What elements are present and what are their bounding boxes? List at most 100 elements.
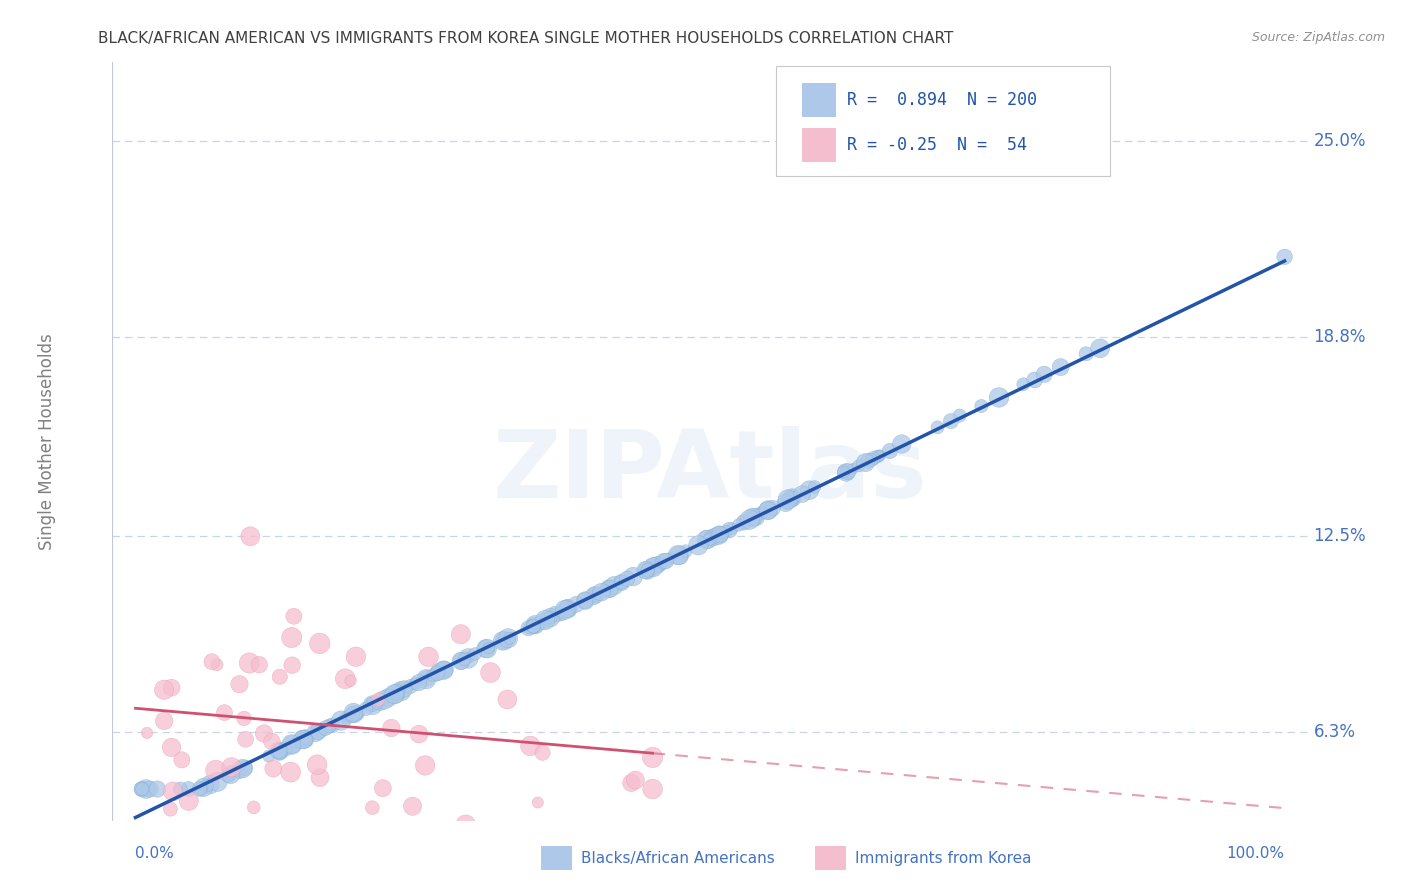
Point [610, 575, 633, 590]
Point [696, 533, 718, 547]
Point [260, 734, 283, 748]
Point [799, 483, 821, 498]
Point [775, 496, 797, 510]
Point [591, 585, 613, 599]
Point [1088, 342, 1111, 356]
Point [305, 725, 328, 739]
Point [837, 465, 859, 479]
Point [855, 456, 877, 470]
Point [253, 726, 276, 740]
Text: 100.0%: 100.0% [1226, 846, 1285, 861]
Point [565, 598, 588, 612]
Text: BLACK/AFRICAN AMERICAN VS IMMIGRANTS FROM KOREA SINGLE MOTHER HOUSEHOLDS CORRELA: BLACK/AFRICAN AMERICAN VS IMMIGRANTS FRO… [98, 31, 953, 46]
Point [291, 732, 314, 747]
Point [745, 510, 768, 524]
Point [239, 529, 262, 543]
Point [337, 709, 360, 723]
Point [782, 491, 804, 505]
Point [136, 726, 159, 740]
Point [367, 692, 389, 706]
Point [269, 744, 291, 758]
Point [413, 758, 436, 772]
Point [491, 634, 513, 648]
Point [762, 501, 785, 516]
Point [574, 593, 596, 607]
Point [596, 582, 619, 597]
Point [522, 619, 544, 633]
Point [718, 523, 741, 537]
Point [610, 575, 633, 590]
Text: 18.8%: 18.8% [1313, 328, 1367, 346]
Point [593, 583, 616, 598]
Point [585, 588, 607, 602]
Point [742, 511, 765, 525]
Point [756, 503, 779, 517]
Point [405, 676, 427, 690]
Point [366, 697, 388, 711]
Point [621, 569, 644, 583]
Point [238, 656, 260, 670]
Point [540, 610, 562, 624]
Point [385, 685, 408, 699]
Point [139, 782, 162, 797]
Point [522, 619, 544, 633]
Point [1024, 373, 1046, 387]
Point [700, 531, 723, 545]
Point [392, 681, 415, 696]
Point [146, 782, 169, 797]
Point [294, 731, 316, 746]
Point [637, 563, 659, 577]
Point [790, 487, 813, 501]
Point [136, 782, 159, 797]
Point [160, 681, 183, 695]
Point [499, 632, 522, 646]
Point [527, 796, 550, 810]
Point [188, 782, 211, 797]
Point [598, 582, 620, 596]
Text: 0.0%: 0.0% [135, 846, 174, 861]
Point [842, 462, 865, 476]
Point [177, 782, 200, 797]
Point [131, 782, 153, 797]
Point [1049, 360, 1071, 375]
Point [699, 532, 721, 546]
Point [477, 641, 499, 656]
Point [269, 744, 291, 758]
Point [361, 698, 384, 712]
Point [195, 779, 218, 793]
Point [384, 688, 406, 702]
Point [198, 778, 221, 792]
Point [970, 399, 993, 413]
Point [135, 782, 157, 797]
Point [385, 686, 408, 700]
Point [433, 663, 456, 677]
Point [643, 559, 665, 574]
Point [336, 711, 359, 725]
Point [450, 627, 472, 641]
Point [709, 527, 731, 541]
Point [382, 687, 405, 701]
Text: 25.0%: 25.0% [1313, 132, 1367, 151]
Point [235, 732, 257, 747]
Text: 12.5%: 12.5% [1313, 527, 1367, 545]
Point [558, 600, 581, 615]
Point [381, 688, 404, 702]
Point [803, 480, 825, 494]
Text: Blacks/African Americans: Blacks/African Americans [581, 851, 775, 865]
Text: 6.3%: 6.3% [1313, 723, 1355, 741]
Point [835, 466, 858, 480]
Point [544, 607, 567, 622]
Point [416, 672, 439, 686]
Point [557, 601, 579, 615]
Point [170, 753, 193, 767]
Point [204, 764, 226, 778]
Point [207, 774, 229, 789]
Point [129, 782, 152, 797]
Point [520, 620, 543, 634]
Point [603, 578, 626, 592]
Point [427, 665, 450, 679]
Point [340, 708, 363, 723]
Point [704, 530, 727, 544]
Point [727, 518, 749, 533]
Point [652, 554, 675, 568]
